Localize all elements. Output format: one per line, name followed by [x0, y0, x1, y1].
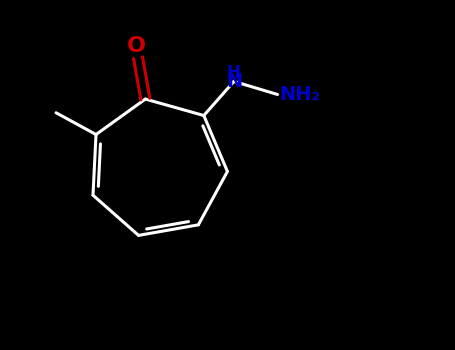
Text: N: N [226, 72, 242, 91]
Text: H: H [227, 64, 241, 82]
Text: O: O [126, 36, 146, 56]
Text: NH₂: NH₂ [279, 85, 320, 104]
